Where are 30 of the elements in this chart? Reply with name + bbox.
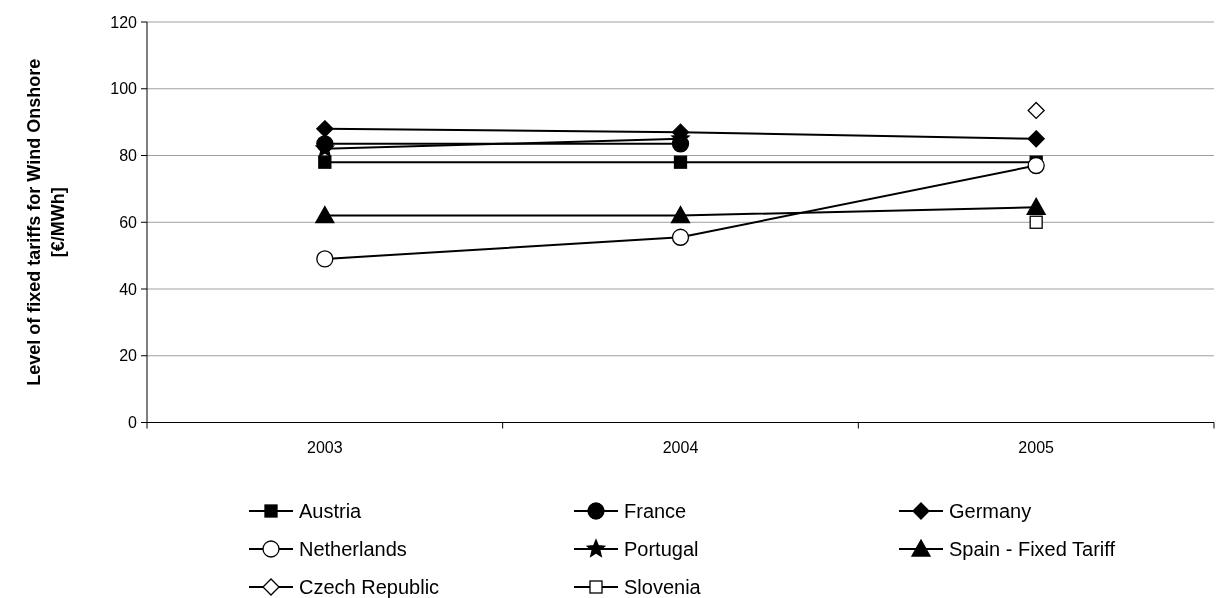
y-tick-label: 20	[119, 347, 138, 365]
point	[1027, 130, 1045, 148]
legend-label: Germany	[949, 500, 1032, 522]
point	[1027, 156, 1045, 175]
legend-label: Spain - Fixed Tariff	[949, 538, 1116, 560]
y-tick-label: 100	[110, 80, 138, 98]
y-tick-label: 80	[119, 147, 138, 165]
legend-label: Czech Republic	[299, 576, 440, 598]
x-tick-label: 2005	[1018, 438, 1055, 456]
point	[316, 250, 334, 268]
point	[670, 205, 691, 224]
legend-label: France	[624, 500, 687, 522]
point	[318, 155, 332, 169]
point	[671, 228, 690, 246]
point	[1026, 197, 1046, 215]
y-tick-label: 40	[119, 280, 138, 298]
legend-label: Slovenia	[624, 576, 702, 598]
point	[316, 120, 334, 138]
x-tick-label: 2004	[662, 438, 699, 456]
legend-label: Austria	[299, 500, 363, 522]
point	[1029, 215, 1043, 229]
legend-label: Portugal	[624, 538, 699, 560]
y-tick-label: 60	[119, 213, 138, 231]
point	[315, 205, 335, 224]
y-axis-title: Level of fixed tariffs for Wind Onshore [€/MWh]	[24, 58, 68, 386]
legend-label: Netherlands	[299, 538, 407, 560]
x-tick-label: 2003	[307, 438, 343, 456]
y-tick-label: 0	[128, 414, 138, 432]
point	[673, 155, 688, 169]
y-tick-label: 120	[110, 13, 138, 31]
